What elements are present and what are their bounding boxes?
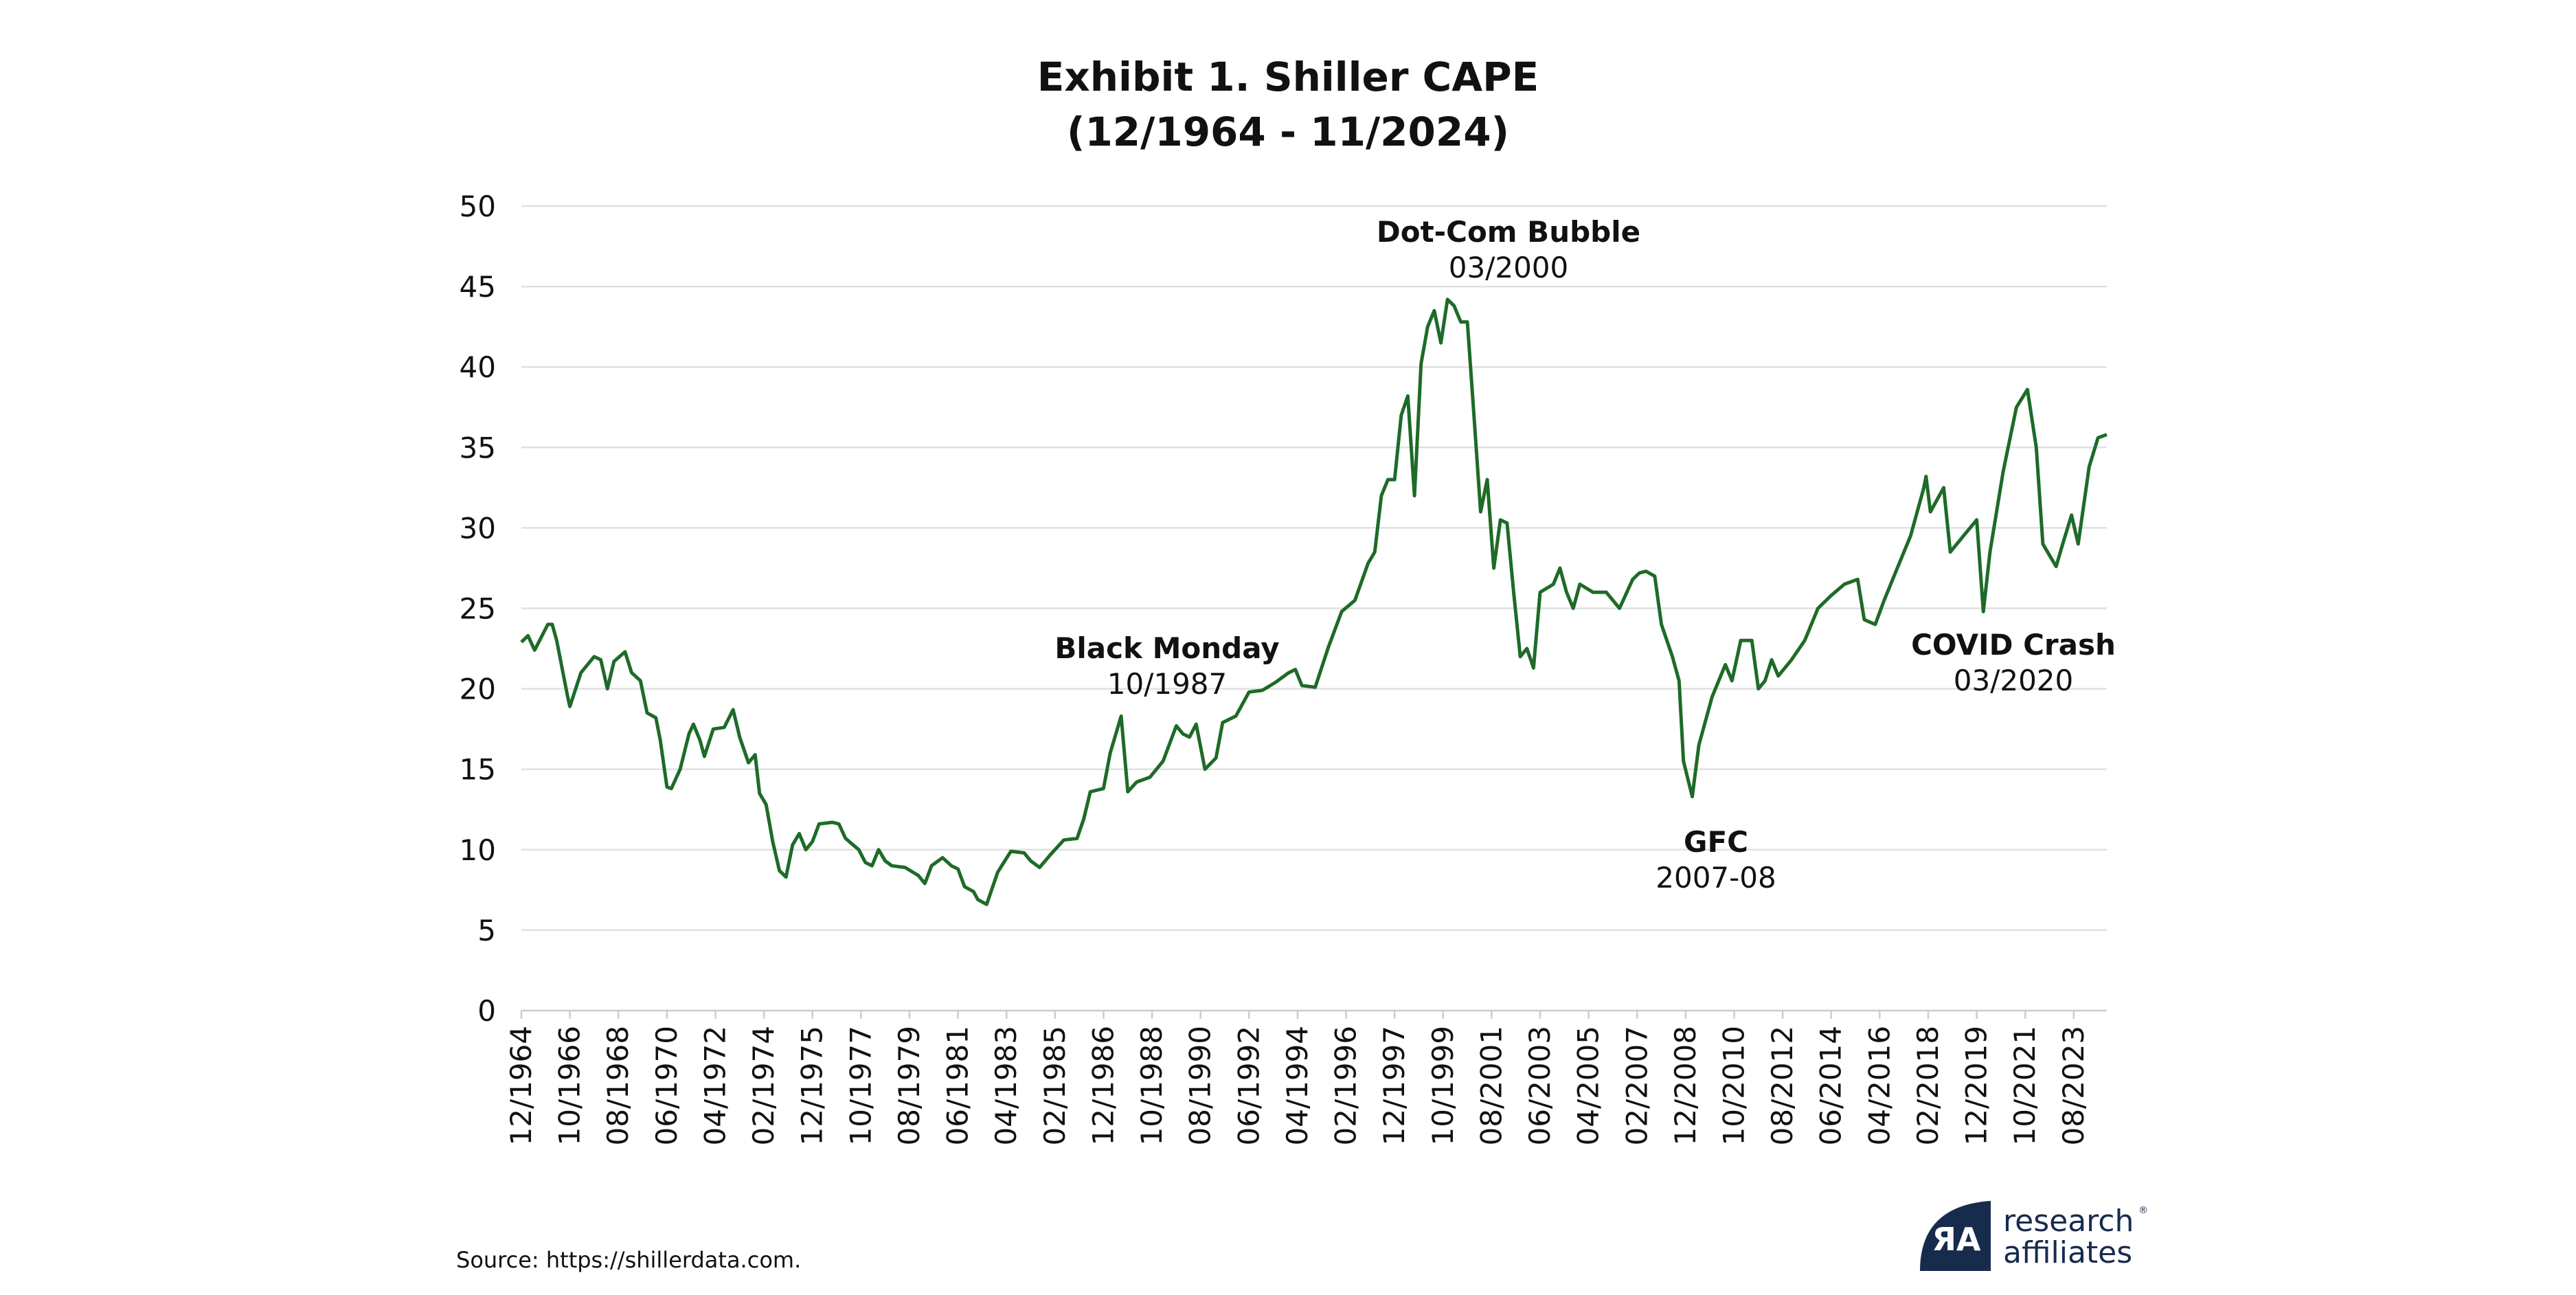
- y-tick-label: 25: [460, 592, 496, 626]
- y-tick-label: 5: [477, 914, 496, 947]
- x-tick-label: 04/2016: [1862, 1026, 1896, 1145]
- x-tick-label: 10/1999: [1426, 1026, 1460, 1145]
- y-tick-label: 10: [460, 833, 496, 867]
- x-tick-label: 10/1966: [553, 1026, 587, 1145]
- x-tick-label: 02/1974: [747, 1026, 780, 1145]
- svg-text:®: ®: [2138, 1205, 2148, 1216]
- annotation-label: Black Monday: [1054, 631, 1279, 665]
- chart-subtitle: (12/1964 - 11/2024): [1066, 109, 1510, 155]
- annotation-date: 03/2020: [1954, 664, 2073, 697]
- x-tick-label: 08/1990: [1184, 1026, 1217, 1145]
- y-tick-label: 30: [460, 511, 496, 545]
- x-tick-label: 02/1996: [1329, 1026, 1363, 1145]
- x-tick-label: 12/1986: [1086, 1026, 1120, 1145]
- x-tick-label: 12/1964: [504, 1026, 538, 1145]
- y-tick-label: 15: [460, 753, 496, 787]
- x-tick-label: 10/1977: [844, 1026, 877, 1145]
- y-tick-label: 20: [460, 673, 496, 706]
- y-tick-label: 45: [460, 270, 496, 304]
- y-tick-label: 50: [460, 190, 496, 223]
- x-tick-label: 08/2012: [1765, 1026, 1799, 1145]
- x-tick-label: 10/1988: [1135, 1026, 1168, 1145]
- annotation-label: GFC: [1684, 825, 1748, 859]
- x-tick-label: 02/2007: [1620, 1026, 1653, 1145]
- source-note: Source: https://shillerdata.com.: [456, 1247, 802, 1273]
- x-tick-label: 06/1981: [941, 1026, 975, 1145]
- logo-text-affiliates: affiliates: [2003, 1235, 2132, 1270]
- x-tick-label: 10/2021: [2008, 1026, 2042, 1145]
- y-tick-label: 0: [477, 994, 496, 1028]
- x-tick-label: 06/1992: [1232, 1026, 1265, 1145]
- x-tick-label: 12/2019: [1960, 1026, 1993, 1145]
- logo-text-research: research: [2003, 1204, 2134, 1239]
- x-tick-label: 08/1968: [601, 1026, 635, 1145]
- x-tick-label: 12/2008: [1669, 1026, 1702, 1145]
- annotation-date: 03/2000: [1449, 251, 1568, 284]
- research-affiliates-logo: ЯA research affiliates ®: [1920, 1201, 2148, 1271]
- cape-series-line: [520, 297, 2108, 906]
- x-tick-label: 02/2018: [1911, 1026, 1945, 1145]
- x-tick-label: 12/1975: [795, 1026, 829, 1145]
- x-tick-label: 08/2001: [1474, 1026, 1508, 1145]
- x-tick-label: 06/2003: [1523, 1026, 1557, 1145]
- x-tick-label: 12/1997: [1377, 1026, 1411, 1145]
- x-tick-label: 04/1972: [698, 1026, 732, 1145]
- annotation-label: COVID Crash: [1911, 628, 2116, 662]
- y-tick-label: 35: [460, 431, 496, 464]
- x-tick-label: 04/2005: [1572, 1026, 1605, 1145]
- x-tick-label: 06/1970: [650, 1026, 683, 1145]
- chart-title: Exhibit 1. Shiller CAPE: [1037, 54, 1539, 100]
- x-tick-label: 08/2023: [2057, 1026, 2090, 1145]
- x-tick-label: 04/1994: [1280, 1026, 1314, 1145]
- annotation-label: Dot-Com Bubble: [1377, 215, 1640, 249]
- y-tick-label: 40: [460, 350, 496, 384]
- svg-text:ЯA: ЯA: [1932, 1221, 1980, 1258]
- x-tick-label: 08/1979: [892, 1026, 926, 1145]
- annotation-date: 2007-08: [1656, 861, 1776, 894]
- annotation-date: 10/1987: [1107, 667, 1227, 701]
- x-tick-label: 06/2014: [1814, 1026, 1848, 1145]
- x-tick-label: 02/1985: [1038, 1026, 1072, 1145]
- x-tick-label: 10/2010: [1717, 1026, 1751, 1145]
- x-tick-label: 04/1983: [989, 1026, 1023, 1145]
